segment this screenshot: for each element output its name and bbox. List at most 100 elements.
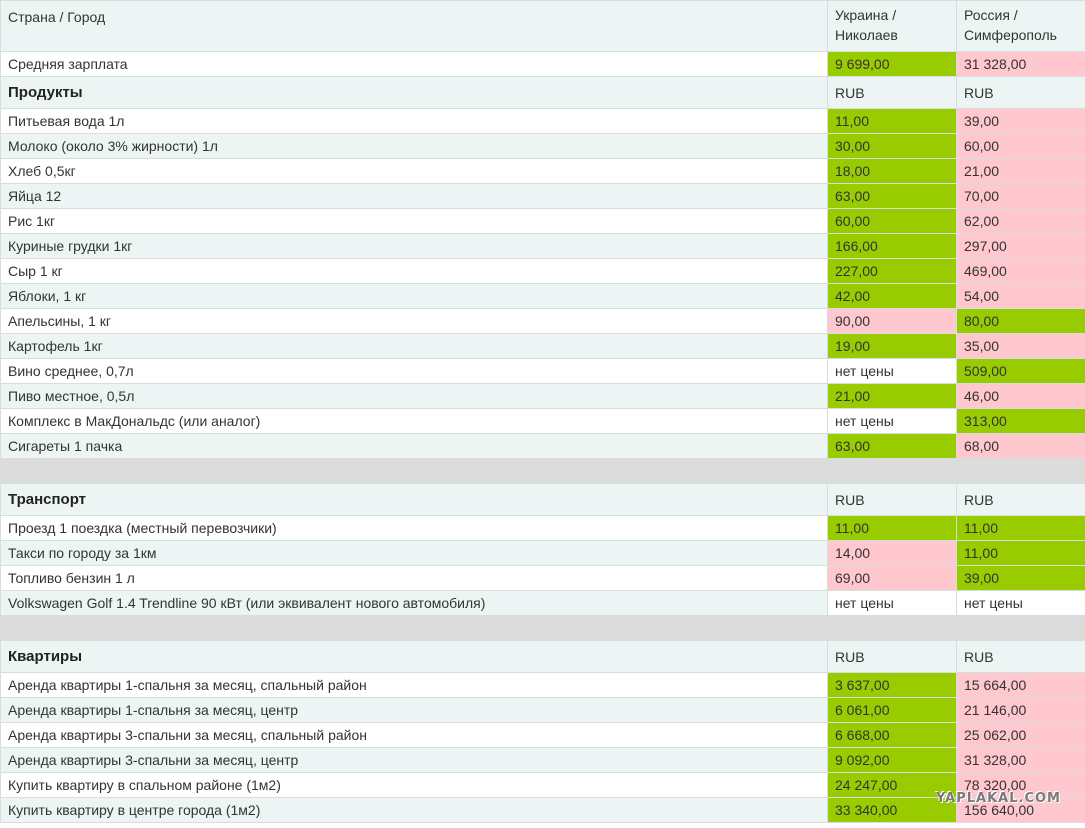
item-label: Хлеб 0,5кг	[0, 158, 828, 184]
price-ua: 24 247,00	[827, 772, 957, 798]
item-label: Такси по городу за 1км	[0, 540, 828, 566]
spacer-cell	[0, 615, 828, 641]
item-label: Яйца 12	[0, 183, 828, 209]
table-row: Комплекс в МакДональдс (или аналог) нет ц…	[0, 408, 1085, 434]
section-title-transport: Транспорт	[0, 483, 828, 516]
currency-ru-apartments: RUB	[956, 640, 1085, 673]
table-row: Картофель 1кг 19,00 35,00	[0, 333, 1085, 359]
header-ukraine-line1: Украина /	[835, 7, 897, 23]
price-ua: 63,00	[827, 183, 957, 209]
price-ru: 21,00	[956, 158, 1085, 184]
item-label: Питьевая вода 1л	[0, 108, 828, 134]
price-ua: 42,00	[827, 283, 957, 309]
table-row: Питьевая вода 1л 11,00 39,00	[0, 108, 1085, 134]
section-title-products: Продукты	[0, 76, 828, 109]
price-ru: 21 146,00	[956, 697, 1085, 723]
price-ua: 33 340,00	[827, 797, 957, 823]
item-label: Рис 1кг	[0, 208, 828, 234]
price-ua: нет цены	[827, 408, 957, 434]
price-ru: 68,00	[956, 433, 1085, 459]
site-watermark: YAPLAKAL.COM	[936, 791, 1061, 806]
table-row: Аренда квартиры 1-спальня за месяц, цент…	[0, 697, 1085, 723]
table-row: Яблоки, 1 кг 42,00 54,00	[0, 283, 1085, 309]
price-ua: нет цены	[827, 590, 957, 616]
currency-ua-products: RUB	[827, 76, 957, 109]
header-row: Страна / Город Украина / Николаев Россия …	[0, 0, 1085, 52]
price-ua: 60,00	[827, 208, 957, 234]
item-label: Топливо бензин 1 л	[0, 565, 828, 591]
spacer-row	[0, 458, 1085, 484]
table-row: Проезд 1 поездка (местный перевозчики) 11…	[0, 515, 1085, 541]
price-ru: 469,00	[956, 258, 1085, 284]
price-ua: 63,00	[827, 433, 957, 459]
price-ru: 509,00	[956, 358, 1085, 384]
table-row: Молоко (около 3% жирности) 1л 30,00 60,00	[0, 133, 1085, 159]
price-ua: 6 061,00	[827, 697, 957, 723]
salary-row: Средняя зарплата 9 699,00 31 328,00	[0, 51, 1085, 77]
item-label: Яблоки, 1 кг	[0, 283, 828, 309]
item-label: Вино среднее, 0,7л	[0, 358, 828, 384]
header-russia-simferopol: Россия / Симферополь	[956, 0, 1085, 52]
table-row: Вино среднее, 0,7л нет цены 509,00	[0, 358, 1085, 384]
price-ru: 39,00	[956, 565, 1085, 591]
price-ru: 62,00	[956, 208, 1085, 234]
spacer-cell	[827, 615, 957, 641]
table-row: Volkswagen Golf 1.4 Trendline 90 кВт (ил…	[0, 590, 1085, 616]
spacer-cell	[956, 458, 1085, 484]
price-ru: 31 328,00	[956, 747, 1085, 773]
table-row: Купить квартиру в спальном районе (1м2) 2…	[0, 772, 1085, 798]
item-label: Сигареты 1 пачка	[0, 433, 828, 459]
price-ru: 297,00	[956, 233, 1085, 259]
spacer-cell	[827, 458, 957, 484]
price-ru: 313,00	[956, 408, 1085, 434]
price-ua: 14,00	[827, 540, 957, 566]
table-row: Пиво местное, 0,5л 21,00 46,00	[0, 383, 1085, 409]
item-label: Аренда квартиры 1-спальня за месяц, спал…	[0, 672, 828, 698]
price-ru: 80,00	[956, 308, 1085, 334]
price-ru: 60,00	[956, 133, 1085, 159]
section-header-products: Продукты RUB RUB	[0, 76, 1085, 109]
price-ru: 11,00	[956, 515, 1085, 541]
currency-ru-products: RUB	[956, 76, 1085, 109]
table-row: Аренда квартиры 3-спальни за месяц, цент…	[0, 747, 1085, 773]
header-russia-line2: Симферополь	[964, 27, 1057, 43]
item-label: Купить квартиру в центре города (1м2)	[0, 797, 828, 823]
table-row: Такси по городу за 1км 14,00 11,00	[0, 540, 1085, 566]
price-ua: 19,00	[827, 333, 957, 359]
price-ru: 54,00	[956, 283, 1085, 309]
table-row: Купить квартиру в центре города (1м2) 33 …	[0, 797, 1085, 823]
salary-label: Средняя зарплата	[0, 51, 828, 77]
price-ua: 90,00	[827, 308, 957, 334]
currency-ua-transport: RUB	[827, 483, 957, 516]
price-ua: 3 637,00	[827, 672, 957, 698]
table-row: Топливо бензин 1 л 69,00 39,00	[0, 565, 1085, 591]
section-title-apartments: Квартиры	[0, 640, 828, 673]
price-ua: 9 092,00	[827, 747, 957, 773]
item-label: Молоко (около 3% жирности) 1л	[0, 133, 828, 159]
table-row: Аренда квартиры 1-спальня за месяц, спал…	[0, 672, 1085, 698]
item-label: Купить квартиру в спальном районе (1м2)	[0, 772, 828, 798]
item-label: Апельсины, 1 кг	[0, 308, 828, 334]
item-label: Аренда квартиры 3-спальни за месяц, цент…	[0, 747, 828, 773]
price-ua: 18,00	[827, 158, 957, 184]
item-label: Картофель 1кг	[0, 333, 828, 359]
price-ru: 25 062,00	[956, 722, 1085, 748]
spacer-row	[0, 615, 1085, 641]
salary-ru: 31 328,00	[956, 51, 1085, 77]
table-row: Хлеб 0,5кг 18,00 21,00	[0, 158, 1085, 184]
header-russia-line1: Россия /	[964, 7, 1018, 23]
header-ukraine-line2: Николаев	[835, 27, 898, 43]
item-label: Аренда квартиры 3-спальни за месяц, спал…	[0, 722, 828, 748]
item-label: Volkswagen Golf 1.4 Trendline 90 кВт (ил…	[0, 590, 828, 616]
table-row: Аренда квартиры 3-спальни за месяц, спал…	[0, 722, 1085, 748]
item-label: Аренда квартиры 1-спальня за месяц, цент…	[0, 697, 828, 723]
table-row: Сигареты 1 пачка 63,00 68,00	[0, 433, 1085, 459]
table-row: Яйца 12 63,00 70,00	[0, 183, 1085, 209]
price-ru: 70,00	[956, 183, 1085, 209]
item-label: Куриные грудки 1кг	[0, 233, 828, 259]
table-row: Рис 1кг 60,00 62,00	[0, 208, 1085, 234]
price-ua: 11,00	[827, 108, 957, 134]
item-label: Сыр 1 кг	[0, 258, 828, 284]
price-ru: нет цены	[956, 590, 1085, 616]
